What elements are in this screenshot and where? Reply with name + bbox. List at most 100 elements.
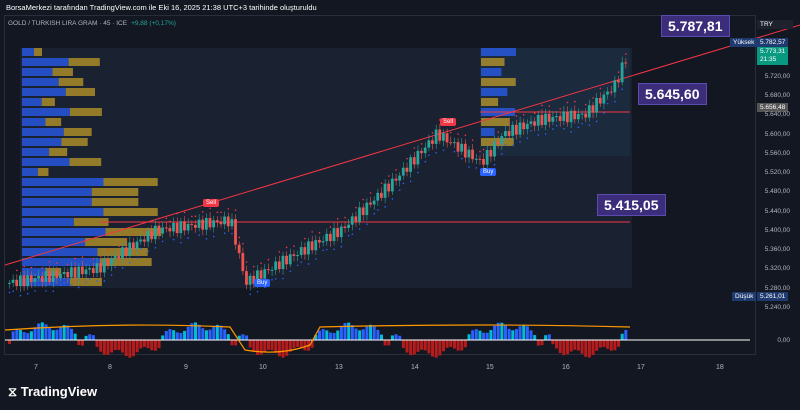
oscillator-bar [204, 330, 208, 340]
candle [128, 242, 132, 256]
oscillator-bar [59, 327, 63, 340]
oscillator-bar [369, 324, 373, 340]
candle [489, 150, 493, 157]
volume-profile-bar [22, 218, 74, 226]
oscillator-bar [489, 330, 493, 340]
trailing-stop-dot [158, 217, 160, 220]
oscillator-bar [44, 324, 48, 340]
oscillator-bar [485, 332, 489, 340]
candle [514, 124, 518, 135]
candle [230, 219, 234, 227]
candle [157, 225, 161, 234]
candle [434, 129, 438, 144]
candle [62, 271, 66, 274]
oscillator-bar [277, 340, 281, 357]
oscillator-bar [263, 340, 267, 353]
candle [296, 255, 299, 257]
trailing-stop-dot [358, 228, 361, 230]
trailing-stop-dot [406, 157, 408, 160]
candle [624, 62, 628, 64]
trailing-stop-dot [490, 142, 492, 144]
candle [44, 271, 48, 282]
trend-target-label: 5.787,81 [661, 15, 730, 37]
oscillator-bar [172, 330, 176, 340]
candle [113, 255, 117, 259]
volume-profile-bar [22, 198, 92, 206]
volume-profile-bar [22, 178, 104, 186]
candle [445, 133, 449, 143]
candle [318, 240, 321, 243]
candle [55, 270, 59, 279]
trailing-stop-dot [300, 261, 303, 263]
oscillator-bar [128, 340, 132, 358]
trailing-stop-dot [26, 292, 29, 295]
trailing-stop-dot [96, 280, 98, 282]
volume-profile-bar [22, 118, 46, 126]
candle [183, 221, 186, 231]
trailing-stop-dot [282, 277, 284, 280]
trailing-stop-dot [606, 102, 609, 105]
oscillator-bar [95, 340, 99, 347]
trailing-stop-dot [475, 167, 478, 169]
candle [544, 113, 547, 125]
trailing-stop-dot [245, 261, 248, 263]
trailing-stop-dot [70, 284, 73, 286]
candle [310, 241, 314, 251]
oscillator-bar [48, 327, 52, 340]
trailing-stop-dot [121, 267, 124, 269]
oscillator-bar [478, 330, 482, 340]
oscillator-bar [350, 325, 354, 340]
oscillator-bar [383, 340, 387, 346]
trailing-stop-dot [63, 282, 66, 284]
oscillator-bar [183, 330, 187, 340]
oscillator-bar [507, 328, 511, 340]
oscillator-bar [110, 340, 114, 353]
oscillator-bar [296, 340, 300, 347]
candle [617, 80, 620, 83]
x-tick: 7 [34, 364, 38, 371]
candle [288, 254, 292, 265]
oscillator-bar [252, 340, 256, 353]
y-tick: 5.440,00 [764, 207, 790, 215]
trailing-stop-dot [355, 206, 357, 209]
candle [460, 143, 464, 152]
trailing-stop-dot [544, 133, 547, 135]
oscillator-bar [401, 340, 405, 348]
y-tick: 5.520,00 [764, 169, 790, 177]
volume-profile-bar [34, 48, 42, 56]
trailing-stop-dot [333, 248, 335, 251]
oscillator-bar [84, 335, 88, 340]
candle [88, 268, 92, 270]
oscillator-bar [121, 340, 125, 353]
trailing-stop-dot [504, 143, 507, 146]
trailing-stop-dot [67, 263, 69, 266]
oscillator-bar [511, 330, 515, 340]
oscillator-bar [591, 340, 595, 356]
trailing-stop-dot [468, 166, 470, 168]
oscillator-bar [504, 325, 507, 340]
trailing-stop-dot [30, 266, 33, 269]
currency-label[interactable]: TRY [757, 20, 793, 29]
volume-profile-bar [69, 108, 102, 116]
trailing-stop-dot [511, 144, 514, 147]
trailing-stop-dot [559, 107, 562, 110]
oscillator-bar [449, 340, 453, 347]
oscillator-bar [37, 323, 41, 340]
oscillator-bar [248, 340, 252, 348]
x-tick: 14 [411, 364, 419, 371]
candle [387, 183, 391, 192]
oscillator-bar [256, 340, 259, 355]
oscillator-bar [22, 332, 26, 340]
chart-pane[interactable] [4, 15, 756, 355]
trailing-stop-dot [369, 192, 372, 194]
oscillator-bar [562, 340, 566, 356]
volume-profile-bar [22, 158, 70, 166]
candle [361, 207, 365, 216]
oscillator-bar [358, 330, 362, 340]
trailing-stop-dot [41, 267, 44, 269]
oscillator-bar [175, 332, 179, 340]
x-tick: 10 [259, 364, 267, 371]
trailing-stop-dot [566, 101, 569, 104]
candle [197, 219, 201, 228]
